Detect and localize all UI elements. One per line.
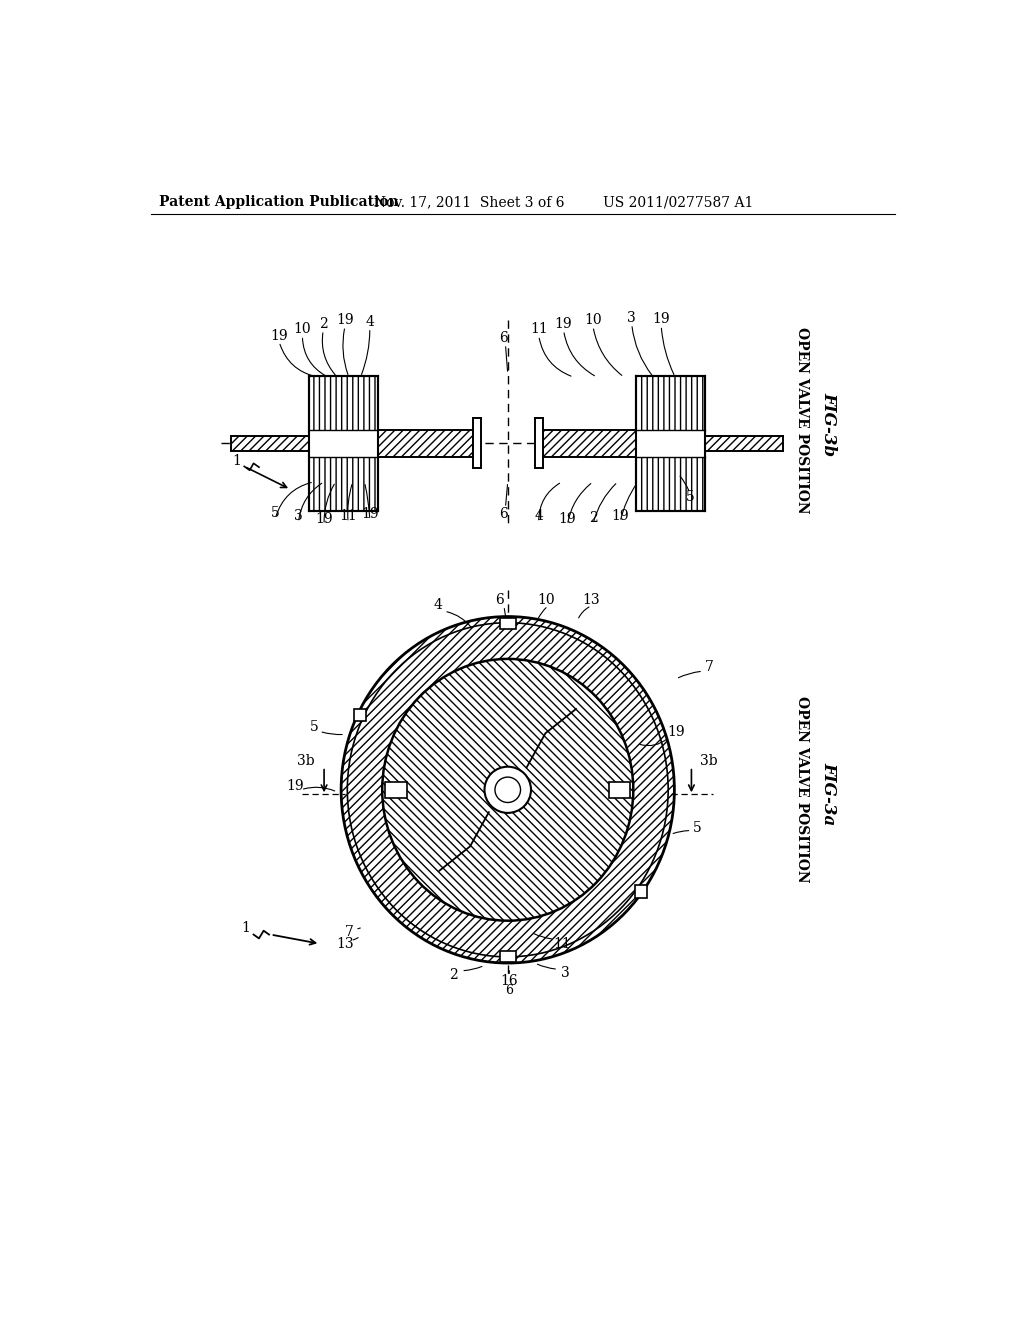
Text: 2: 2 — [318, 317, 328, 331]
Text: 1: 1 — [232, 454, 241, 469]
Bar — [473, 418, 480, 469]
Text: 7: 7 — [344, 925, 353, 940]
Text: 6: 6 — [505, 983, 513, 997]
Circle shape — [495, 777, 520, 803]
Text: 5: 5 — [685, 490, 694, 504]
Bar — [543, 430, 636, 457]
Text: 7: 7 — [705, 660, 714, 673]
Text: 2: 2 — [450, 968, 458, 982]
Bar — [385, 781, 407, 797]
Text: 4: 4 — [433, 598, 442, 612]
Bar — [636, 376, 706, 511]
Text: 19: 19 — [361, 507, 379, 521]
Circle shape — [484, 767, 531, 813]
Text: 19: 19 — [286, 779, 303, 793]
Text: 11: 11 — [553, 937, 570, 950]
Bar — [635, 886, 647, 898]
Text: 10: 10 — [538, 593, 555, 607]
Text: FIG-3b: FIG-3b — [821, 392, 838, 457]
Text: US 2011/0277587 A1: US 2011/0277587 A1 — [603, 195, 754, 210]
Bar — [608, 781, 630, 797]
Bar — [308, 430, 378, 457]
Ellipse shape — [341, 616, 675, 964]
Text: 3b: 3b — [700, 754, 718, 768]
Text: 4: 4 — [366, 314, 374, 329]
Bar — [500, 618, 515, 628]
Bar — [308, 376, 378, 511]
Text: 19: 19 — [336, 313, 354, 327]
Text: 4: 4 — [535, 510, 543, 524]
Text: FIG-3a: FIG-3a — [821, 762, 838, 825]
Text: 2: 2 — [589, 511, 597, 525]
Text: 11: 11 — [529, 322, 548, 337]
Text: 5: 5 — [271, 506, 280, 520]
Text: 6: 6 — [496, 593, 505, 607]
Bar — [706, 436, 783, 451]
Text: 10: 10 — [584, 313, 602, 327]
Text: 6: 6 — [500, 331, 508, 345]
Text: 13: 13 — [336, 937, 354, 950]
Text: 3b: 3b — [297, 754, 315, 768]
Text: 19: 19 — [555, 317, 572, 331]
Text: 1: 1 — [242, 921, 250, 936]
Text: 6: 6 — [500, 507, 508, 521]
Text: OPEN VALVE POSITION: OPEN VALVE POSITION — [796, 697, 809, 883]
Bar — [535, 418, 543, 469]
Text: 5: 5 — [309, 719, 318, 734]
Text: 19: 19 — [559, 512, 577, 525]
Text: 5: 5 — [693, 821, 702, 836]
Text: 3: 3 — [561, 966, 570, 979]
Text: 19: 19 — [667, 725, 685, 739]
Text: 3: 3 — [294, 510, 303, 524]
Text: 19: 19 — [315, 512, 333, 525]
Text: 11: 11 — [339, 510, 357, 524]
Text: OPEN VALVE POSITION: OPEN VALVE POSITION — [796, 327, 809, 513]
Text: Patent Application Publication: Patent Application Publication — [160, 195, 399, 210]
Ellipse shape — [382, 659, 633, 921]
Text: 19: 19 — [270, 329, 288, 342]
Bar — [354, 709, 367, 721]
Text: 19: 19 — [652, 313, 670, 326]
Text: 10: 10 — [294, 322, 311, 337]
Text: 16: 16 — [501, 974, 518, 987]
Bar — [500, 950, 515, 961]
Text: Nov. 17, 2011  Sheet 3 of 6: Nov. 17, 2011 Sheet 3 of 6 — [374, 195, 564, 210]
Text: 19: 19 — [611, 508, 629, 523]
Bar — [636, 430, 706, 457]
Text: 3: 3 — [628, 310, 636, 325]
Text: 13: 13 — [583, 593, 600, 607]
Bar — [231, 436, 308, 451]
Bar — [378, 430, 473, 457]
